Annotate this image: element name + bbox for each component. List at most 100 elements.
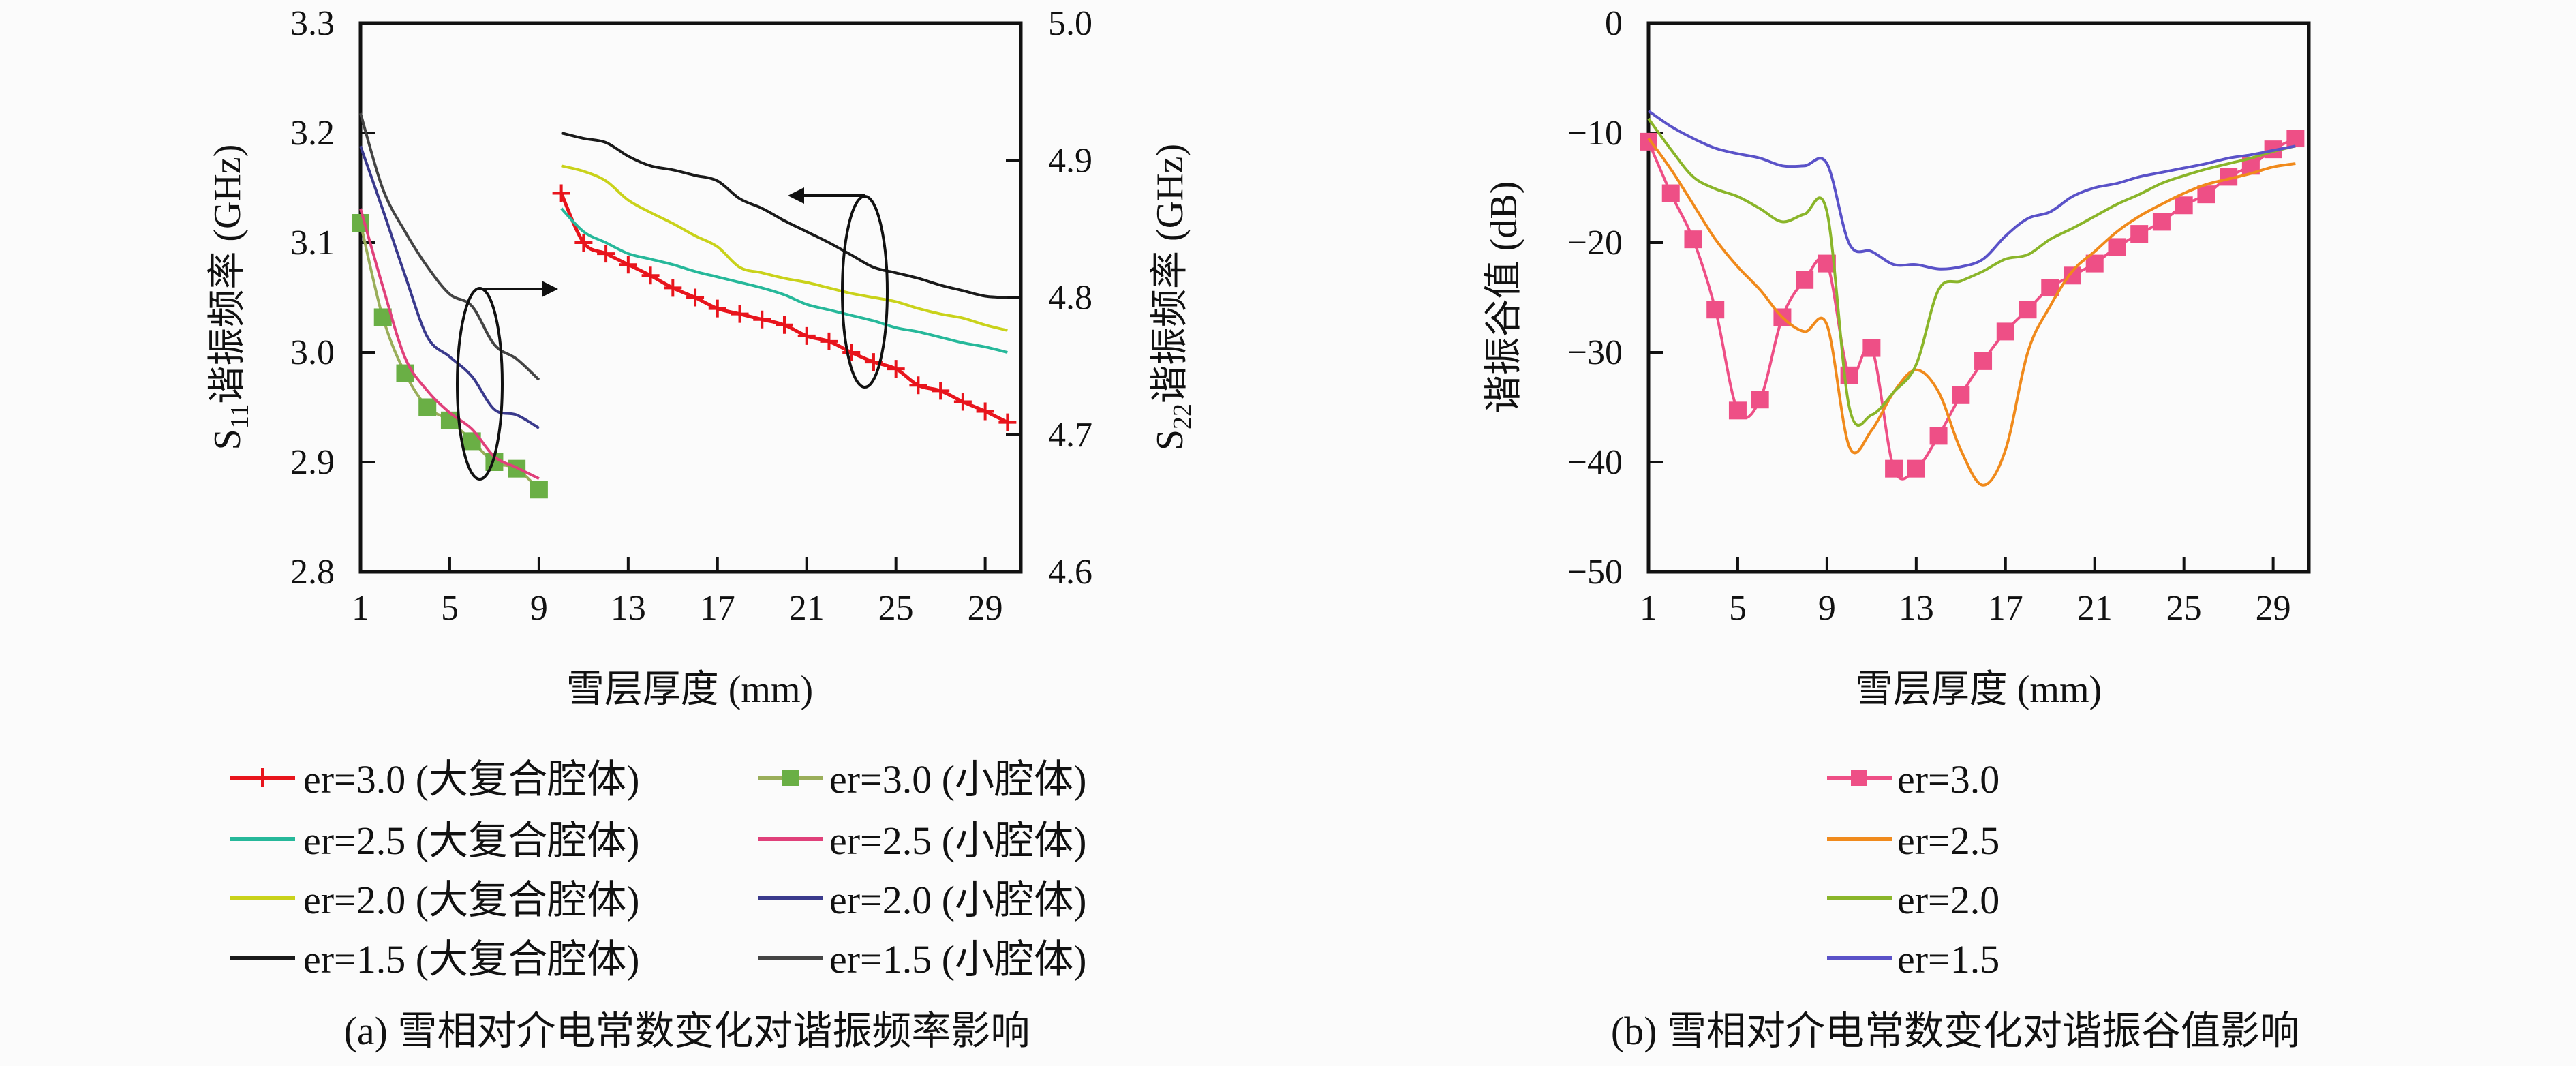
x-tick-label: 29 — [968, 589, 1003, 628]
y-tick-label: 3.0 — [290, 333, 335, 372]
data-point-square — [2197, 185, 2215, 204]
data-point-square — [1796, 271, 1814, 289]
annotation-ellipse-small-cavity — [456, 287, 504, 481]
data-point-plus — [775, 316, 793, 334]
legend-label: er=1.5 (大复合腔体) — [303, 937, 639, 981]
y-right-tick-label: 4.9 — [1048, 141, 1092, 180]
y-tick-label: 3.1 — [290, 224, 335, 262]
data-point-square — [1728, 401, 1747, 420]
ylabel-right-sub: 22 — [1168, 403, 1197, 429]
ylabel-left-sub: 11 — [226, 404, 254, 429]
y-tick-label: −50 — [1567, 553, 1623, 592]
series-er-2.0 — [1647, 117, 2296, 427]
legend-item: er=1.5 (大复合腔体) — [230, 937, 639, 981]
legend-item: er=3.0 (小腔体) — [758, 757, 1086, 802]
data-point-plus — [797, 326, 816, 345]
data-point-plus — [708, 299, 726, 318]
legend-item: er=2.5 — [1827, 819, 1999, 863]
legend: er=3.0 (大复合腔体) er=3.0 (小腔体) er=2.5 (大复合腔体)… — [230, 757, 1086, 981]
data-point-square — [1751, 391, 1769, 409]
ylabel-right-main: S — [1149, 429, 1191, 451]
y-tick-label: −30 — [1567, 333, 1623, 372]
x-tick-label: 13 — [1899, 589, 1934, 628]
series-line — [561, 164, 1008, 332]
x-tick-label: 5 — [1729, 589, 1747, 628]
series-line — [1647, 137, 2296, 487]
legend-label: er=2.0 — [1897, 878, 1999, 922]
chart-a-resonant-frequency: 1 5 9 13 17 21 25 29 2.8 2.9 3.0 3.1 3.2 3.3 4.6 4.7 4.8… — [230, 4, 1092, 981]
legend-item: er=2.0 — [1827, 878, 1999, 922]
data-point-square — [2152, 213, 2171, 231]
data-point-square — [1862, 339, 1881, 357]
series-er-2.5 — [1647, 137, 2296, 487]
legend-item: er=1.5 — [1827, 937, 1999, 981]
data-point-square — [2019, 301, 2037, 319]
y-right-tick-label: 5.0 — [1048, 4, 1092, 43]
legend-label: er=2.0 (小腔体) — [829, 878, 1086, 922]
y-tick-label: 3.2 — [290, 114, 335, 153]
y-tick-label: −10 — [1567, 114, 1623, 153]
x-tick-label: 29 — [2256, 589, 2291, 628]
data-point-plus — [753, 310, 771, 329]
series-er-2.0- — [561, 164, 1008, 332]
data-point-plus — [976, 402, 994, 421]
series-line — [359, 112, 540, 381]
y-right-tick-label: 4.6 — [1048, 553, 1092, 592]
y-tick-label: 3.3 — [290, 4, 335, 43]
data-point-plus — [932, 382, 950, 400]
data-point-plus — [619, 256, 637, 274]
data-point-square — [1907, 459, 1925, 478]
x-tick-label: 25 — [2166, 589, 2202, 628]
legend-label: er=3.0 — [1897, 757, 1999, 802]
chart-a-y-axis-left-label: S11谐振频率 (GHz) — [206, 144, 254, 451]
series-line — [561, 132, 1008, 299]
plot-frame — [1646, 21, 2311, 574]
y-tick-label: −20 — [1567, 224, 1623, 262]
series-er-3.0- — [552, 184, 1017, 431]
x-tick-label: 1 — [1640, 589, 1657, 628]
legend-item: er=2.0 (小腔体) — [758, 878, 1086, 922]
legend-label: er=2.0 (大复合腔体) — [303, 878, 639, 922]
data-point-plus — [731, 305, 749, 323]
x-tick-label: 21 — [2077, 589, 2113, 628]
legend-item: er=3.0 (大复合腔体) — [230, 757, 639, 802]
y-tick-label: 2.9 — [290, 443, 335, 482]
data-point-plus — [998, 413, 1017, 431]
ylabel-right-rest: 谐振频率 (GHz) — [1149, 144, 1191, 403]
x-tick-label: 9 — [1818, 589, 1836, 628]
legend-item: er=3.0 — [1827, 757, 1999, 802]
chart-b-y-axis-label: 谐振谷值 (dB) — [1483, 181, 1525, 414]
data-point-plus — [574, 234, 593, 252]
data-point-square — [1661, 184, 1680, 202]
legend-item: er=1.5 (小腔体) — [758, 937, 1086, 981]
series-er-1.5- — [359, 112, 540, 381]
data-point-plus — [552, 184, 570, 202]
chart-b-caption: (b) 雪相对介电常数变化对谐振谷值影响 — [1611, 1009, 2299, 1053]
legend-item: er=2.5 (大复合腔体) — [230, 819, 639, 863]
series-line — [359, 208, 540, 480]
data-point-plus — [842, 344, 861, 361]
data-point-plus — [641, 266, 660, 285]
series-er-1.5 — [1647, 110, 2296, 271]
chart-a-y-axis-right-label: S22谐振频率 (GHz) — [1149, 144, 1197, 451]
data-point-square — [530, 481, 548, 499]
legend-label: er=2.5 (小腔体) — [829, 819, 1086, 863]
legend-item: er=2.5 (小腔体) — [758, 819, 1086, 863]
data-point-square — [1706, 301, 1725, 319]
data-point-square — [1684, 230, 1702, 249]
x-tick-label: 17 — [700, 589, 735, 628]
ylabel-left-main: S — [206, 429, 249, 450]
legend-label: er=3.0 (小腔体) — [829, 757, 1086, 802]
y-tick-label: −40 — [1567, 443, 1623, 482]
data-point-square — [2286, 130, 2305, 148]
x-tick-label: 5 — [441, 589, 459, 628]
legend-label: er=2.5 (大复合腔体) — [303, 819, 639, 863]
legend-label: er=1.5 (小腔体) — [829, 937, 1086, 981]
data-point-square — [1885, 459, 1903, 478]
data-point-plus — [953, 393, 972, 411]
legend-label: er=3.0 (大复合腔体) — [303, 757, 639, 802]
legend-marker-square — [1851, 770, 1867, 786]
x-tick-label: 21 — [789, 589, 825, 628]
